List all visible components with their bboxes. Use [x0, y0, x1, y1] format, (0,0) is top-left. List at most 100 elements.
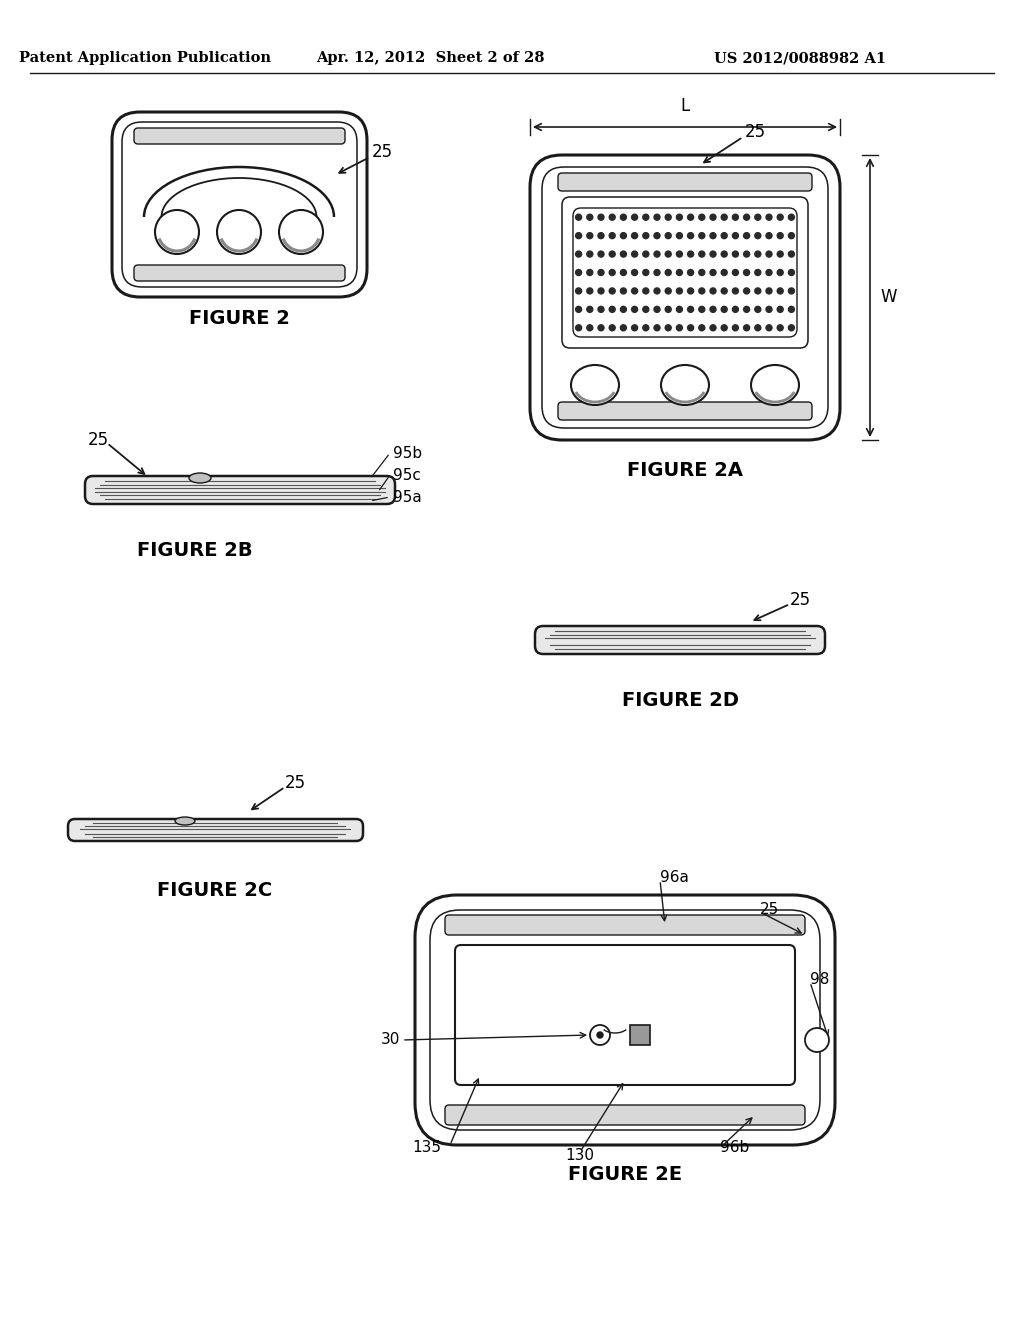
Text: FIGURE 2E: FIGURE 2E: [568, 1166, 682, 1184]
Circle shape: [587, 325, 593, 331]
Circle shape: [777, 214, 783, 220]
Circle shape: [687, 269, 693, 276]
Circle shape: [598, 269, 604, 276]
Circle shape: [732, 232, 738, 239]
Circle shape: [788, 288, 795, 294]
Circle shape: [587, 269, 593, 276]
Text: L: L: [680, 96, 689, 115]
Text: 130: 130: [565, 1147, 595, 1163]
Text: 25: 25: [745, 123, 766, 141]
Text: Patent Application Publication: Patent Application Publication: [19, 51, 271, 65]
Circle shape: [677, 288, 682, 294]
Ellipse shape: [751, 366, 799, 405]
Text: 135: 135: [413, 1140, 441, 1155]
Circle shape: [654, 232, 660, 239]
FancyBboxPatch shape: [85, 477, 395, 504]
Circle shape: [721, 325, 727, 331]
FancyBboxPatch shape: [558, 403, 812, 420]
Circle shape: [666, 288, 671, 294]
Text: Apr. 12, 2012  Sheet 2 of 28: Apr. 12, 2012 Sheet 2 of 28: [315, 51, 544, 65]
Text: 95c: 95c: [393, 467, 421, 483]
Circle shape: [766, 232, 772, 239]
Circle shape: [654, 214, 660, 220]
Text: FIGURE 2A: FIGURE 2A: [627, 461, 743, 479]
Ellipse shape: [189, 473, 211, 483]
Circle shape: [755, 232, 761, 239]
Circle shape: [721, 306, 727, 313]
Circle shape: [755, 288, 761, 294]
Circle shape: [575, 306, 582, 313]
Circle shape: [687, 288, 693, 294]
Circle shape: [777, 288, 783, 294]
Circle shape: [698, 232, 705, 239]
Circle shape: [788, 306, 795, 313]
Circle shape: [710, 288, 716, 294]
Text: 25: 25: [760, 903, 779, 917]
Circle shape: [743, 269, 750, 276]
Circle shape: [621, 251, 627, 257]
Circle shape: [710, 214, 716, 220]
FancyBboxPatch shape: [134, 128, 345, 144]
Circle shape: [777, 325, 783, 331]
Circle shape: [643, 251, 649, 257]
Circle shape: [632, 251, 638, 257]
Circle shape: [654, 325, 660, 331]
Circle shape: [755, 306, 761, 313]
Circle shape: [788, 269, 795, 276]
Circle shape: [643, 232, 649, 239]
FancyBboxPatch shape: [455, 945, 795, 1085]
Text: 25: 25: [285, 774, 306, 792]
Circle shape: [698, 306, 705, 313]
Circle shape: [710, 269, 716, 276]
Circle shape: [666, 232, 671, 239]
Circle shape: [677, 269, 682, 276]
Circle shape: [666, 251, 671, 257]
FancyBboxPatch shape: [445, 1105, 805, 1125]
Circle shape: [609, 232, 615, 239]
Circle shape: [777, 251, 783, 257]
Circle shape: [621, 306, 627, 313]
Circle shape: [766, 214, 772, 220]
Circle shape: [643, 214, 649, 220]
FancyBboxPatch shape: [415, 895, 835, 1144]
Circle shape: [710, 306, 716, 313]
Circle shape: [587, 214, 593, 220]
Circle shape: [609, 269, 615, 276]
Circle shape: [721, 251, 727, 257]
Text: 96b: 96b: [720, 1140, 750, 1155]
Circle shape: [643, 325, 649, 331]
Circle shape: [732, 269, 738, 276]
Circle shape: [766, 306, 772, 313]
Circle shape: [732, 251, 738, 257]
Circle shape: [666, 269, 671, 276]
Circle shape: [666, 214, 671, 220]
Circle shape: [788, 214, 795, 220]
Circle shape: [698, 214, 705, 220]
Circle shape: [597, 1032, 603, 1038]
Circle shape: [766, 288, 772, 294]
Ellipse shape: [217, 210, 261, 253]
Circle shape: [575, 325, 582, 331]
Circle shape: [721, 288, 727, 294]
Circle shape: [743, 214, 750, 220]
Circle shape: [643, 288, 649, 294]
Circle shape: [743, 232, 750, 239]
Circle shape: [805, 1028, 829, 1052]
Text: 25: 25: [372, 143, 393, 161]
Text: 98: 98: [810, 973, 829, 987]
Text: FIGURE 2: FIGURE 2: [188, 309, 290, 327]
Circle shape: [609, 214, 615, 220]
Ellipse shape: [279, 210, 323, 253]
Circle shape: [698, 251, 705, 257]
Circle shape: [721, 214, 727, 220]
Text: W: W: [880, 288, 896, 306]
Circle shape: [598, 306, 604, 313]
Circle shape: [575, 251, 582, 257]
Circle shape: [698, 325, 705, 331]
FancyBboxPatch shape: [558, 173, 812, 191]
Circle shape: [777, 232, 783, 239]
Circle shape: [587, 306, 593, 313]
Circle shape: [632, 232, 638, 239]
FancyBboxPatch shape: [445, 915, 805, 935]
Circle shape: [732, 214, 738, 220]
